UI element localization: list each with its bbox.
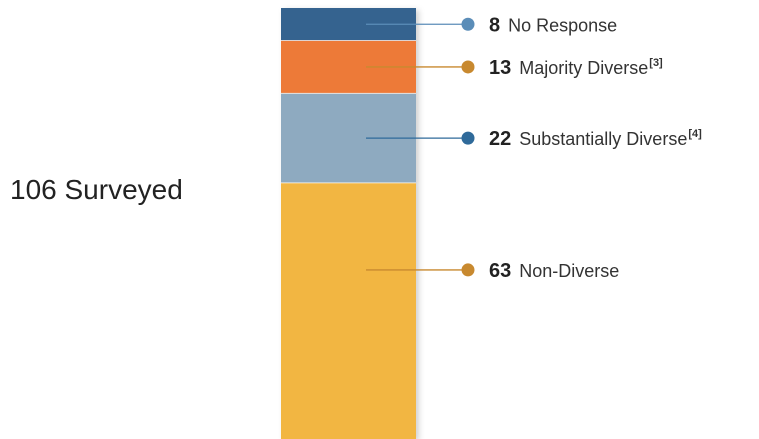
callouts: 8 No Response 13 Majority Diverse[3] 22 Subst… [366, 14, 702, 282]
callout-label-substantially-diverse: 22 Substantially Diverse[4] [489, 128, 702, 150]
segment-value: 8 [489, 14, 500, 36]
bar-segment-non-diverse [281, 182, 416, 439]
segment-name: Non-Diverse [519, 261, 619, 281]
segment-footnote: [3] [649, 57, 663, 69]
callout-label-non-diverse: 63 Non-Diverse [489, 260, 619, 282]
segment-name: No Response [508, 15, 617, 35]
callout-dot-substantially-diverse [461, 131, 475, 145]
segment-name: Substantially Diverse [519, 129, 687, 149]
callout-dot-no-response [461, 17, 475, 31]
segment-footnote: [4] [688, 128, 702, 140]
segment-value: 13 [489, 57, 511, 79]
callout-label-no-response: 8 No Response [489, 14, 617, 36]
segment-value: 63 [489, 260, 511, 282]
segment-name: Majority Diverse [519, 58, 648, 78]
callout-label-majority-diverse: 13 Majority Diverse[3] [489, 57, 663, 79]
callout-dot-non-diverse [461, 263, 475, 277]
callout-dot-majority-diverse [461, 60, 475, 74]
stacked-bar [281, 8, 416, 439]
total-surveyed-label: 106 Surveyed [10, 174, 183, 205]
segment-value: 22 [489, 128, 511, 150]
